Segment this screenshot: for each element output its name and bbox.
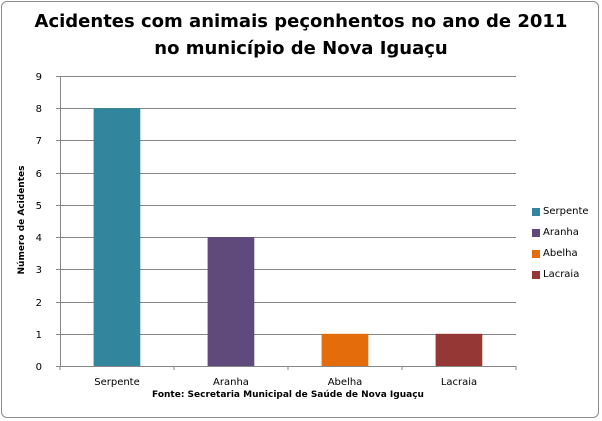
y-tick-label-8: 8 [36,104,42,115]
legend-item-abelha: Abelha [532,243,589,264]
x-tick-label-abelha: Abelha [328,377,363,388]
legend-item-aranha: Aranha [532,222,589,243]
legend-label-aranha: Aranha [543,227,579,238]
y-tick-label-7: 7 [36,136,42,147]
legend: Serpente Aranha Abelha Lacraia [532,201,589,285]
y-tick-label-0: 0 [36,362,42,373]
legend-swatch-serpente [532,207,540,216]
legend-item-serpente: Serpente [532,201,589,222]
chart-title-line-2: no município de Nova Iguaçu [154,38,448,59]
y-tick-label-9: 9 [36,72,42,83]
legend-swatch-abelha [532,249,540,258]
bar-aranha [207,237,255,366]
legend-label-serpente: Serpente [543,206,589,217]
legend-label-abelha: Abelha [543,248,578,259]
x-tick-label-serpente: Serpente [94,377,140,388]
y-tick-label-4: 4 [36,233,42,244]
x-axis-label: Fonte: Secretaria Municipal de Saúde de … [152,390,424,400]
x-tick-label-lacraia: Lacraia [441,377,477,388]
chart-title: Acidentes com animais peçonhentos no ano… [0,8,602,62]
y-tick-label-3: 3 [36,265,42,276]
y-tick-label-6: 6 [36,169,42,180]
y-axis-label: Número de Acidentes [17,165,27,275]
y-tick-label-1: 1 [36,330,42,341]
bar-lacraia [435,333,483,366]
y-tick-label-2: 2 [36,298,42,309]
legend-item-lacraia: Lacraia [532,264,589,285]
legend-label-lacraia: Lacraia [543,269,580,280]
chart-title-line-1: Acidentes com animais peçonhentos no ano… [34,11,568,32]
x-tick-label-aranha: Aranha [213,377,249,388]
bar-serpente [93,108,141,366]
legend-swatch-aranha [532,228,540,237]
y-tick-label-5: 5 [36,201,42,212]
legend-swatch-lacraia [532,270,540,279]
bar-abelha [321,333,369,366]
